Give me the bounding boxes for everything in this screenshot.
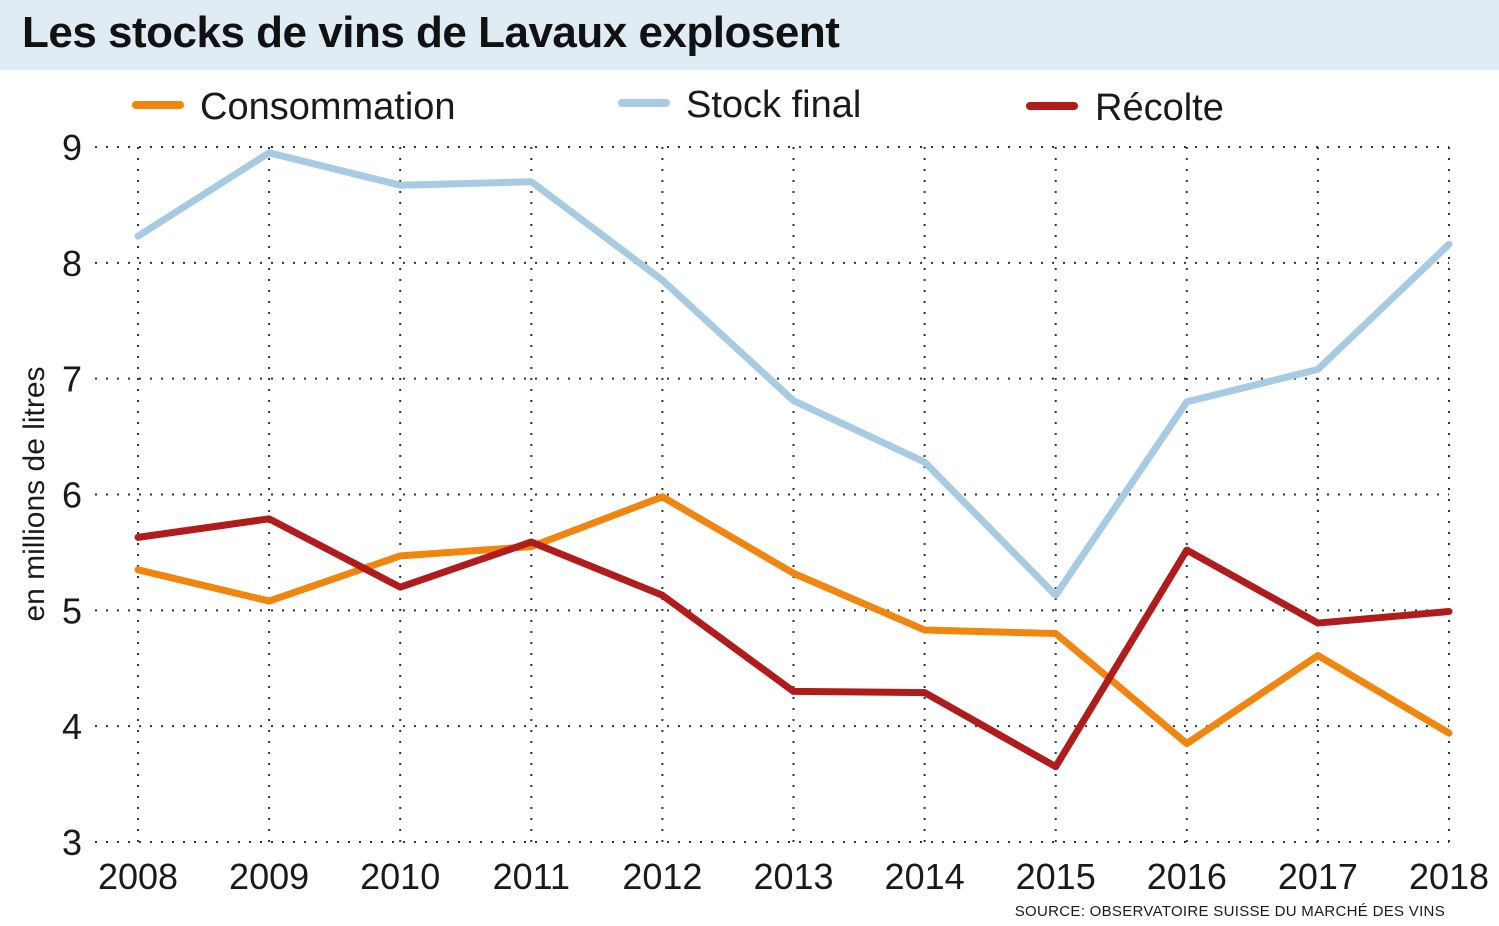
data-point [137,569,139,571]
data-point [1448,243,1450,245]
grid [95,146,1450,843]
y-tick-label: 6 [62,475,82,516]
data-point [530,181,532,183]
chart-title: Les stocks de vins de Lavaux explosent [22,8,840,57]
y-tick-label: 5 [62,590,82,631]
data-point [1317,655,1319,657]
source-note: SOURCE: OBSERVATOIRE SUISSE DU MARCHÉ DE… [1014,903,1445,920]
data-point [924,461,926,463]
data-point [137,536,139,538]
data-point [268,152,270,154]
title-bar [0,0,1499,70]
data-point [1317,368,1319,370]
data-point [268,518,270,520]
data-point [268,600,270,602]
legend-label: Consommation [200,86,456,128]
y-tick-label: 4 [62,706,82,747]
x-tick-label: 2012 [622,856,702,897]
data-point [1055,633,1057,634]
y-tick-label: 3 [62,822,82,863]
data-point [1317,622,1319,624]
data-point [1186,549,1188,551]
y-tick-label: 9 [62,127,82,168]
data-point [1186,743,1188,745]
x-tick-label: 2016 [1147,856,1227,897]
data-point [924,629,926,631]
data-point [924,692,926,694]
legend-label: Récolte [1095,87,1224,129]
x-tick-label: 2014 [885,856,965,897]
data-point [530,541,532,543]
x-tick-label: 2011 [493,856,570,897]
x-tick-label: 2015 [1016,856,1096,897]
x-axis: 2008 2009 2010 2011 2012 2013 2014 2015 2016 2017… [98,856,1489,897]
x-tick-label: 2013 [753,856,833,897]
data-point [530,546,532,548]
data-point [1055,594,1057,596]
data-point [793,690,794,692]
data-point [399,586,401,588]
series-line [134,149,1453,599]
data-point [399,184,401,186]
data-point [1448,610,1450,612]
x-tick-label: 2008 [98,856,178,897]
data-point [399,555,401,557]
data-point [1186,401,1188,403]
legend-label: Stock final [686,84,861,126]
data-point [1055,766,1057,768]
data-point [1448,732,1450,734]
data-point [793,400,794,402]
y-axis: 3 4 5 6 7 8 9 [62,127,82,863]
data-point [661,496,663,498]
y-axis-label: en millions de litres [18,366,51,621]
data-point [793,572,794,574]
x-tick-label: 2010 [360,856,440,897]
x-tick-label: 2018 [1409,856,1489,897]
x-tick-label: 2009 [229,856,309,897]
x-tick-label: 2017 [1278,856,1358,897]
y-tick-label: 7 [62,359,82,400]
legend: Consommation Stock final Récolte [132,84,1224,129]
data-point [661,594,663,596]
y-tick-label: 8 [62,243,82,284]
data-point [137,235,139,237]
series-lines [134,149,1453,771]
data-point [661,279,663,281]
